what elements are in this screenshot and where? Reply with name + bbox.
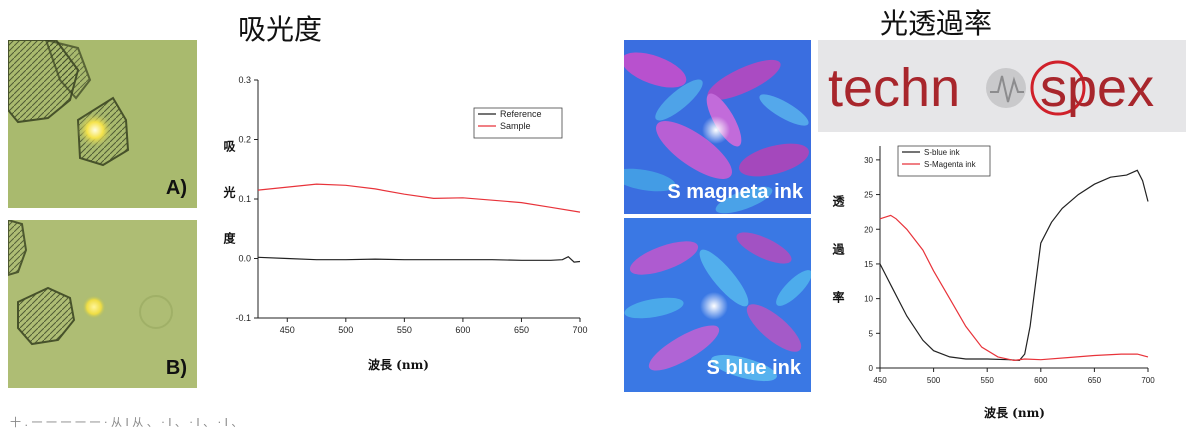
technospex-logo: techn spex technospex [818,40,1186,132]
y-tick-label: 15 [864,260,873,269]
svg-text:techn: techn [828,58,960,118]
legend-label: Reference [500,109,542,119]
y-tick-label: 5 [869,329,874,338]
y-tick-label: 0.1 [238,194,251,204]
y-tick-label: 20 [864,225,873,234]
x-tick-label: 500 [927,376,941,385]
legend-label: S-blue ink [924,148,961,157]
series-line-s-blue-ink [879,169,1149,362]
legend-box [897,145,991,177]
micrograph-a-label: A) [165,177,187,199]
legend-box [473,107,563,139]
magenta-ink-image: S magneta ink [624,40,811,214]
blue-ink-label: S blue ink [706,357,801,379]
transmittance-chart: 450 500 550 600 650 700 0 5 10 15 20 25 30 S-blue ink… [864,145,1155,385]
y-tick-label: 0.3 [238,75,251,85]
transmittance-x-label: 波長 (nm) [984,406,1045,420]
micrograph-a: A) [8,40,197,208]
blue-ink-image: S blue ink [624,218,811,392]
y-tick-label: 25 [864,191,873,200]
transmittance-y-label: 透過率 [830,195,845,339]
micrograph-b: B) [8,220,197,388]
absorbance-x-label: 波長 (nm) [368,358,429,372]
absorbance-y-label: 吸光度 [205,140,236,278]
footer-text: 十 . 一 一 一 一 一 · 从 I 从 、 · I 、 · I 、 · I … [10,416,243,429]
x-tick-label: 450 [280,325,295,335]
x-tick-label: 600 [455,325,470,335]
y-tick-label: 0.0 [238,254,251,264]
transmittance-y-label-text: 透過率 [831,195,845,339]
y-tick-label: -0.1 [235,313,251,323]
x-tick-label: 600 [1034,376,1048,385]
legend-label: Sample [500,121,531,131]
y-tick-label: 0.2 [238,135,251,145]
x-tick-label: 550 [981,376,995,385]
y-tick-label: 10 [864,295,873,304]
svg-text:spex: spex [1040,58,1154,118]
series-line-sample [257,183,581,213]
legend-label: S-Magenta ink [924,160,977,169]
magenta-ink-label: S magneta ink [667,181,803,203]
x-tick-label: 650 [1088,376,1102,385]
series-line-s-magenta-ink [879,214,1149,362]
absorbance-title: 吸光度 [238,13,323,46]
y-tick-label: 30 [864,156,873,165]
transmittance-title: 光透過率 [880,7,993,40]
series-line-reference [257,255,581,263]
x-tick-label: 700 [572,325,587,335]
x-tick-label: 700 [1141,376,1155,385]
y-tick-label: 0 [869,364,874,373]
x-tick-label: 550 [397,325,412,335]
micrograph-b-label: B) [165,357,187,379]
absorbance-chart: 450 500 550 600 650 700 -0.1 0.0 0.1 0.2 0.3 Refere… [235,75,587,335]
x-tick-label: 450 [873,376,887,385]
x-tick-label: 650 [514,325,529,335]
x-tick-label: 500 [338,325,353,335]
absorbance-y-label-text: 吸光度 [222,140,236,278]
